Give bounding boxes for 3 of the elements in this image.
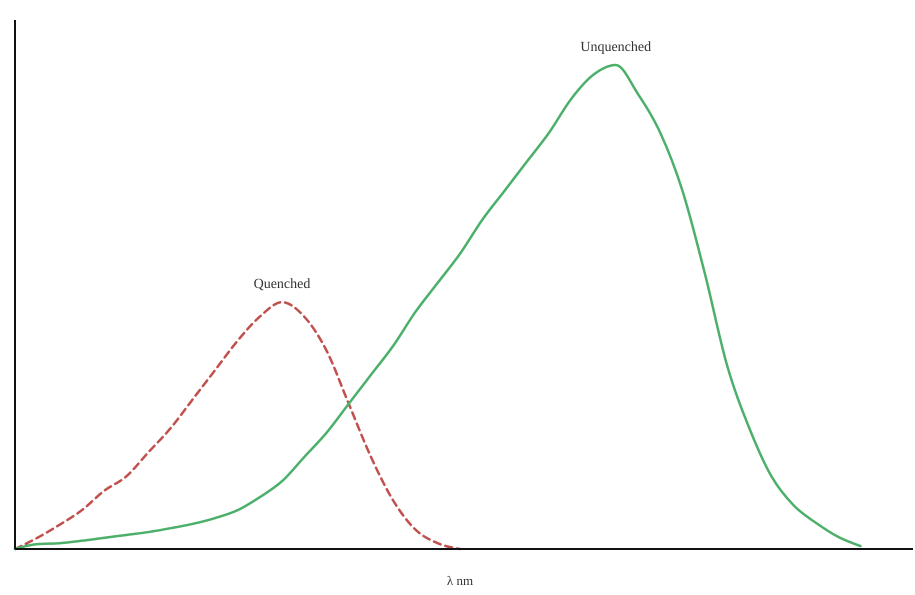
x-axis-title: λ nm — [446, 573, 474, 588]
series-label: Unquenched — [580, 40, 652, 55]
series-label: Quenched — [254, 277, 310, 292]
